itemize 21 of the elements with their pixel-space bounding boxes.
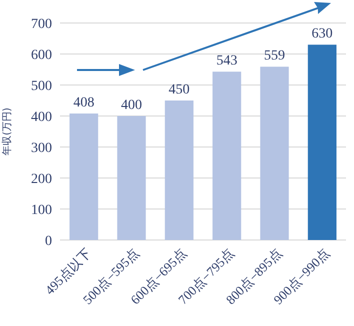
y-tick-label: 100 — [31, 202, 52, 218]
data-label: 450 — [168, 82, 190, 98]
y-tick-label: 400 — [31, 110, 52, 125]
bar — [308, 44, 336, 240]
y-tick-label: 700 — [31, 16, 52, 32]
y-tick-label: 600 — [31, 48, 52, 63]
data-label: 408 — [73, 96, 94, 111]
bar — [212, 72, 242, 240]
y-tick-label: 300 — [31, 140, 52, 156]
bar — [117, 116, 146, 240]
data-label: 559 — [264, 48, 285, 64]
data-label: 543 — [216, 54, 238, 69]
y-axis-title: 年収(万円) — [1, 108, 13, 156]
bar — [70, 114, 98, 240]
data-label: 630 — [312, 26, 333, 42]
y-tick-label: 500 — [31, 78, 52, 94]
bar — [164, 100, 194, 240]
y-tick-label: 200 — [31, 172, 52, 187]
y-tick-label: 0 — [45, 234, 52, 249]
bar — [260, 66, 289, 240]
data-label: 400 — [121, 98, 142, 113]
